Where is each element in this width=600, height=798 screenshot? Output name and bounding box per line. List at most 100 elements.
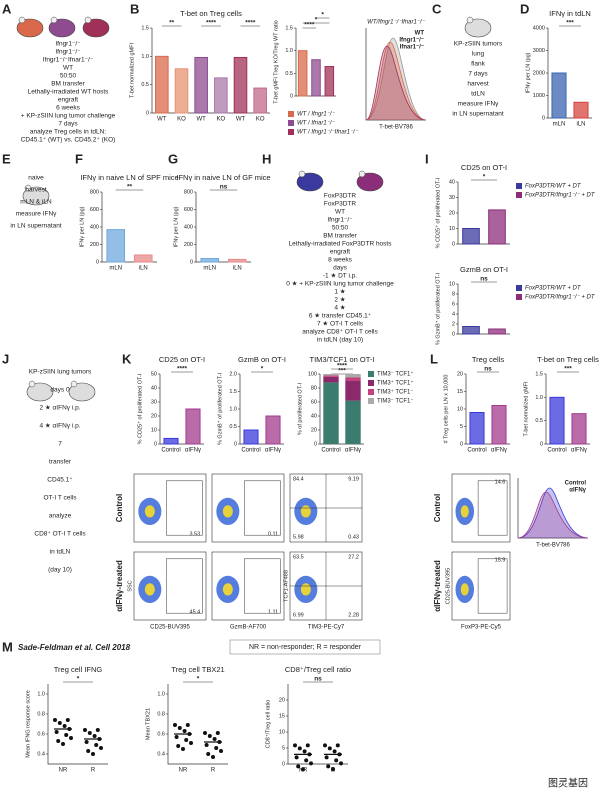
- legend-label: WT / Ifnar1⁻/⁻: [297, 121, 336, 127]
- significance: ****: [177, 366, 188, 373]
- diagram-text: 8 weeks: [328, 257, 353, 264]
- dot: [296, 764, 301, 769]
- y-axis: [47, 684, 108, 765]
- chart-title: Treg cells: [472, 355, 504, 364]
- y-tick-label: 2: [452, 321, 455, 327]
- dot: [305, 743, 310, 748]
- flow-plot: [133, 551, 207, 621]
- x-tick-label: WT: [157, 117, 167, 123]
- mouse-icon: [22, 186, 50, 206]
- flow-core: [222, 505, 233, 518]
- mouse-ear: [18, 16, 26, 24]
- x-axis-label: TIM3-PE-Cy7: [308, 625, 345, 631]
- gate-value: 14.6: [495, 479, 506, 485]
- dot: [65, 718, 70, 722]
- y-tick-label: 10: [449, 226, 455, 232]
- diagram-text: engraft: [58, 97, 78, 104]
- y-tick-label: 0: [282, 761, 285, 767]
- mouse-ear: [84, 16, 92, 24]
- x-tick-label: KO: [177, 117, 186, 123]
- mouse-icon: [296, 172, 324, 192]
- significance: ****: [206, 20, 217, 27]
- bar: [253, 87, 267, 114]
- chart-title: T-bet on Treg cells: [180, 9, 242, 18]
- histogram-curve: [365, 45, 427, 121]
- dot: [334, 758, 339, 763]
- y-axis: [195, 192, 251, 263]
- chart-title: CD25 on OT-I: [461, 163, 507, 172]
- chart-title: IFNγ in naive LN of SPF mice: [80, 173, 178, 182]
- bar: [265, 415, 281, 445]
- chart-title: IFNγ in tdLN: [549, 9, 591, 18]
- mouse-icon: [48, 18, 76, 38]
- flow-core: [300, 505, 311, 518]
- diagram-text: 7: [58, 441, 62, 448]
- mouse-ear: [28, 380, 36, 388]
- x-axis-label: FoxP3-PE-Cy5: [461, 625, 502, 631]
- y-axis: [287, 684, 348, 765]
- dot: [54, 730, 59, 734]
- diagram-text: 50:50: [332, 225, 349, 232]
- y-axis-label: IFNγ per LN (pg): [173, 206, 179, 247]
- significance: ****: [337, 363, 348, 370]
- dot: [211, 755, 215, 759]
- dot: [332, 749, 337, 754]
- bar: [491, 405, 507, 445]
- legend-label: TIM3⁻ TCF1⁻: [377, 399, 414, 405]
- panel-letter: E: [2, 151, 11, 166]
- diagram-text: 6 weeks: [56, 105, 81, 112]
- diagram-text: WT: [335, 209, 345, 216]
- note-box: [229, 639, 381, 655]
- y-tick-label: 6: [452, 301, 455, 307]
- dot: [215, 731, 220, 735]
- chart-title: TIM3/TCF1 on OT-I: [309, 355, 374, 364]
- diagram-text: tdLN: [471, 91, 485, 98]
- mouse-ear: [358, 170, 366, 178]
- legend-swatch: [288, 129, 294, 135]
- y-axis: [167, 684, 228, 765]
- note: NR = non-responder; R = responder: [249, 644, 362, 651]
- y-tick-label: 20: [457, 371, 463, 377]
- y-tick-label: 0: [146, 110, 149, 116]
- x-tick-label: iLN: [576, 122, 585, 128]
- x-tick-label: Control: [547, 448, 566, 454]
- row-label: αIFNγ-treated: [115, 560, 124, 612]
- dot: [214, 746, 219, 750]
- bar-segment: [323, 376, 339, 383]
- significance: *: [261, 366, 264, 373]
- y-axis-label: % of proliferated OT-I: [297, 382, 303, 435]
- significance: *: [315, 17, 318, 24]
- x-axis-label: CD25-BUV395: [150, 625, 190, 631]
- y-tick-label: 2.0: [229, 371, 237, 377]
- y-tick-label: 4000: [533, 25, 545, 31]
- row-label: αIFNγ-treated: [433, 560, 442, 612]
- y-tick-label: 5: [460, 424, 463, 430]
- gate-value: 9.19: [348, 476, 359, 482]
- diagram-text: BM transfer: [51, 81, 85, 88]
- y-axis-label: T-bet normalized gMFI: [129, 43, 135, 98]
- dot: [53, 718, 57, 722]
- bar: [163, 437, 179, 445]
- gate-value: 0.43: [348, 534, 359, 540]
- gate: [166, 558, 203, 614]
- gate: [244, 480, 281, 536]
- y-tick-label: 200: [184, 242, 193, 248]
- y-axis: [151, 28, 270, 114]
- diagram-text: 0 ★ + KP-zSIIN lung tumor challenge: [286, 280, 394, 288]
- diagram-text: in tdLN: [50, 549, 71, 556]
- diagram-text: in LN supernatant: [452, 111, 504, 118]
- y-tick-label: 0.5: [535, 418, 543, 424]
- diagram-text: FoxP3DTR: [324, 193, 356, 200]
- x-tick-label: αIFNγ: [185, 448, 201, 454]
- bar: [573, 101, 589, 119]
- legend-label: TIM3⁺ TCF1⁺: [377, 380, 414, 387]
- panel-letter: H: [262, 151, 271, 166]
- gate-value: 1.11: [268, 609, 278, 615]
- y-tick-label: 0: [190, 259, 193, 265]
- mouse-ear: [24, 184, 32, 192]
- bar: [227, 258, 247, 263]
- diagram-text: + KP-zSIIN lung tumor challenge: [21, 113, 116, 120]
- significance: ***: [566, 20, 574, 27]
- gate: [477, 480, 508, 536]
- bar: [324, 66, 335, 97]
